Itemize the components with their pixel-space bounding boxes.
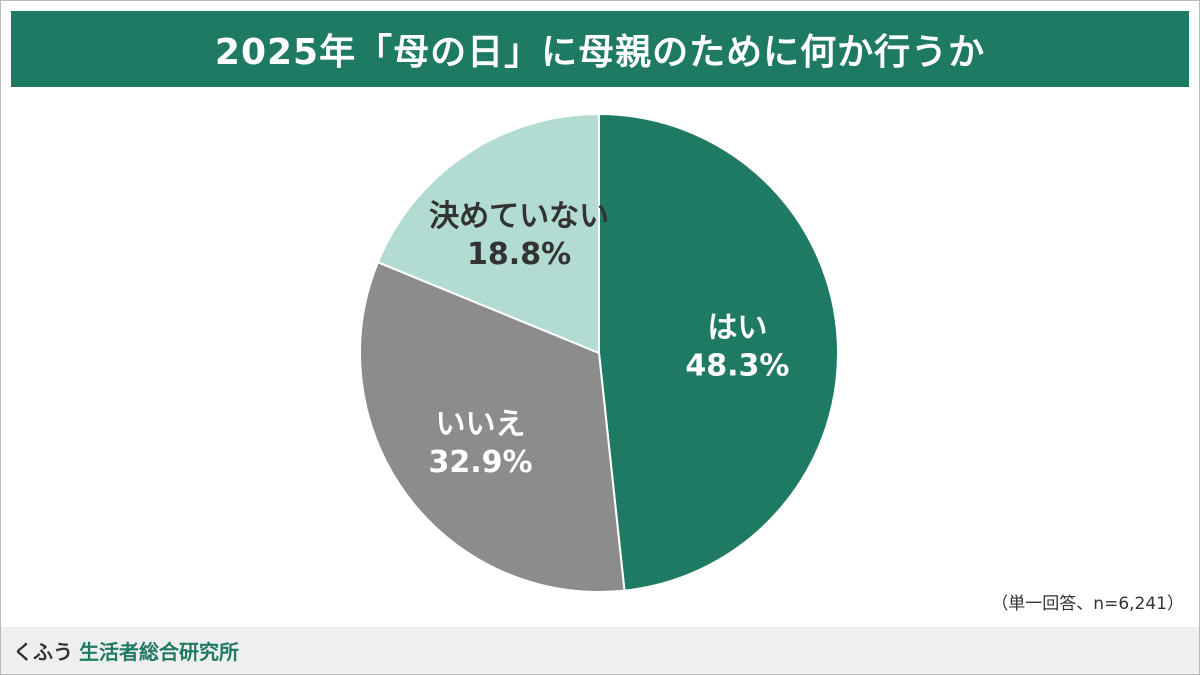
slice-label-yes: はい bbox=[707, 311, 767, 346]
brand-logo: くふう 生活者総合研究所 bbox=[13, 636, 239, 665]
slice-value-yes: 48.3% bbox=[685, 349, 789, 384]
pie-slices bbox=[359, 112, 839, 594]
sample-note: （単一回答、n=6,241） bbox=[991, 594, 1184, 614]
slice-label-no: いいえ bbox=[436, 407, 526, 442]
brand-primary: くふう bbox=[13, 640, 73, 664]
slice-value-no: 32.9% bbox=[428, 445, 532, 480]
pie-slice-undecided bbox=[376, 112, 600, 355]
pie-slice-yes bbox=[598, 112, 839, 592]
title-bar: 2025年「母の日」に母親のために何か行うか bbox=[11, 11, 1189, 87]
footer: くふう 生活者総合研究所 bbox=[1, 627, 1199, 674]
slice-label-undecided: 決めていない bbox=[429, 199, 609, 234]
pie-slice-no bbox=[359, 260, 626, 594]
chart-title: 2025年「母の日」に母親のために何か行うか bbox=[214, 32, 986, 73]
brand-secondary: 生活者総合研究所 bbox=[79, 640, 239, 664]
slice-value-undecided: 18.8% bbox=[467, 237, 571, 272]
